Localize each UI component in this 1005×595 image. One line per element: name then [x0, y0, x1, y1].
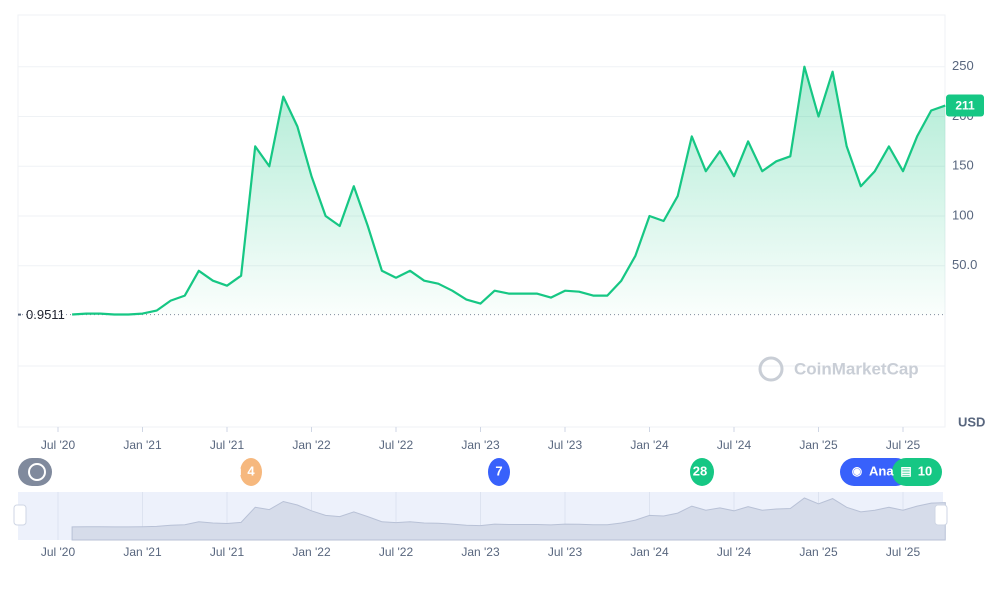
x-tick-label: Jan '21	[123, 438, 162, 452]
x-tick-label: Jul '23	[548, 438, 583, 452]
navigator-label: Jan '24	[630, 545, 669, 559]
navigator-handle[interactable]	[934, 504, 948, 526]
event-icon: ▤	[900, 464, 911, 478]
y-tick-label: 100	[952, 207, 974, 222]
area	[72, 66, 946, 315]
navigator-label: Jul '21	[210, 545, 245, 559]
navigator-label: Jul '20	[41, 545, 76, 559]
event-icon: ▤	[674, 464, 685, 478]
event-pill[interactable]	[892, 458, 942, 486]
currency: USD	[958, 414, 985, 429]
x-tick-label: Jan '22	[292, 438, 331, 452]
event-label: Ana	[869, 463, 894, 478]
event-pill[interactable]	[18, 458, 52, 486]
price-line	[72, 65, 946, 316]
x-tick-label: Jul '22	[379, 438, 414, 452]
reference-tick	[18, 313, 21, 316]
x-tick-label: Jan '25	[799, 438, 838, 452]
event-label: 4	[247, 463, 255, 478]
event-label: 7	[495, 463, 502, 478]
watermark: CoinMarketCap	[758, 356, 919, 382]
x-tick-label: Jul '20	[41, 438, 76, 452]
navigator-label: Jan '25	[799, 545, 838, 559]
watermark-text: CoinMarketCap	[794, 359, 919, 378]
event-icon: ⚑	[478, 464, 489, 478]
event-label: 28	[693, 463, 707, 478]
x-tick-label: Jul '25	[886, 438, 921, 452]
price-badge-label: 211	[955, 99, 975, 113]
x-tick-label: Jul '21	[210, 438, 245, 452]
y-tick-label: 150	[952, 158, 974, 173]
event-pill[interactable]	[840, 458, 910, 486]
x-tick-label: Jan '24	[630, 438, 669, 452]
navigator-label: Jul '24	[717, 545, 752, 559]
x-tick-label: Jul '24	[717, 438, 752, 452]
event-pill[interactable]	[690, 458, 714, 486]
reference-label: 0.9511	[26, 307, 65, 322]
y-tick-label: 50.0	[952, 257, 977, 272]
navigator-label: Jan '23	[461, 545, 500, 559]
event-icon: i	[238, 464, 241, 478]
history-icon	[28, 463, 46, 481]
navigator-label: Jan '21	[123, 545, 162, 559]
event-pill[interactable]	[240, 458, 262, 486]
event-icon: ◉	[852, 464, 863, 478]
event-label: 10	[918, 463, 932, 478]
price-badge	[946, 94, 984, 117]
x-tick-label: Jan '23	[461, 438, 500, 452]
navigator-label: Jul '22	[379, 545, 414, 559]
navigator-label: Jul '25	[886, 545, 921, 559]
event-pill[interactable]	[488, 458, 510, 486]
navigator-line	[71, 497, 946, 541]
navigator-label: Jul '23	[548, 545, 583, 559]
navigator-label: Jan '22	[292, 545, 331, 559]
navigator-handle[interactable]	[13, 504, 27, 526]
y-tick-label: 250	[952, 58, 974, 73]
